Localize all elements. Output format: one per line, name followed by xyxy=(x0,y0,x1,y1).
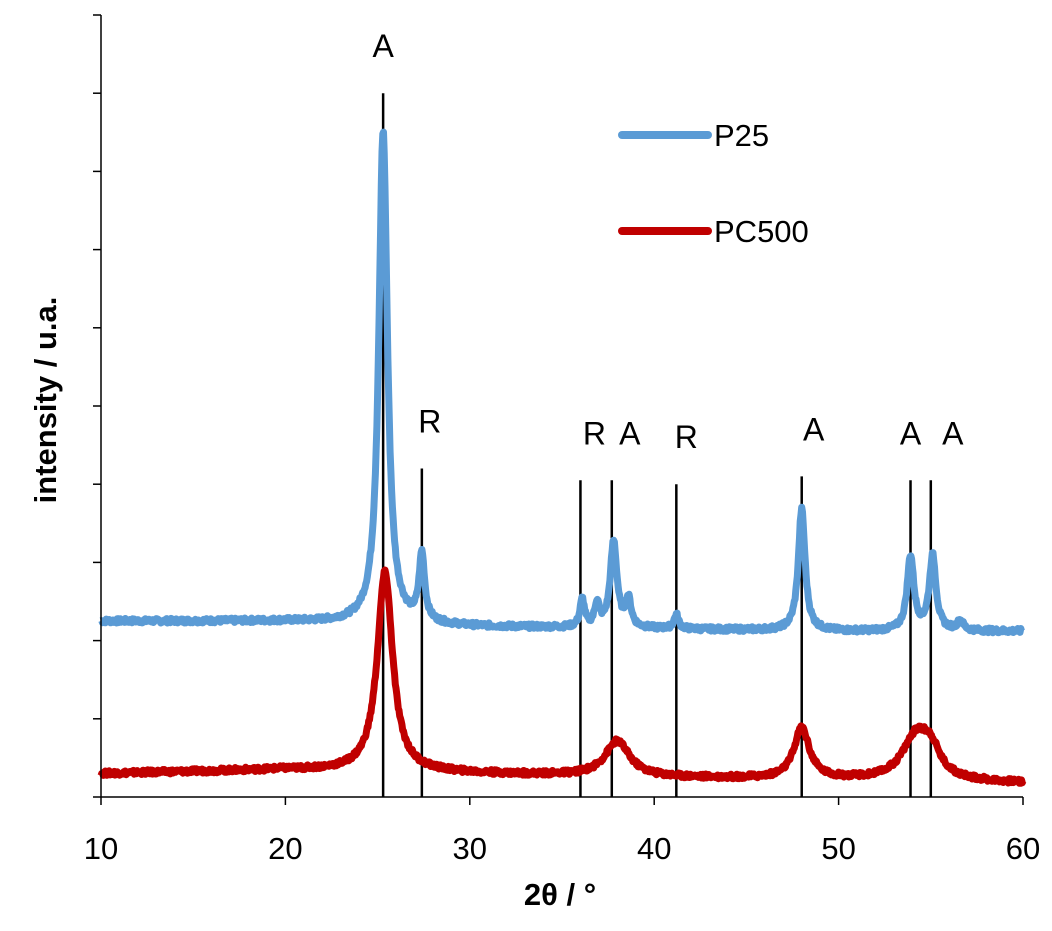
phase-label: R xyxy=(418,404,441,440)
phase-label: A xyxy=(372,28,394,64)
x-tick-label: 10 xyxy=(84,831,118,866)
series-line-pc500 xyxy=(97,566,1027,787)
phase-label: R xyxy=(675,419,698,455)
phase-labels: AR R A R A A A xyxy=(372,28,964,455)
series-line-p25 xyxy=(98,128,1026,637)
phase-label: A xyxy=(803,411,825,447)
x-tick-label: 60 xyxy=(1006,831,1040,866)
x-axis-title: 2θ / ° xyxy=(524,877,596,912)
x-tick-label: 20 xyxy=(268,831,302,866)
legend-label: PC500 xyxy=(714,214,809,249)
legend: P25 PC500 xyxy=(618,118,809,249)
x-tick-label: 50 xyxy=(821,831,855,866)
reference-lines xyxy=(381,93,933,797)
phase-label: R xyxy=(583,415,606,451)
x-tick-label: 30 xyxy=(453,831,487,866)
phase-label: A xyxy=(619,415,641,451)
y-axis-title: intensity / u.a. xyxy=(28,297,63,504)
phase-label: A xyxy=(942,415,964,451)
axes: 10 20 30 40 50 60 xyxy=(84,14,1040,866)
phase-label: A xyxy=(900,415,922,451)
x-tick-label: 40 xyxy=(637,831,671,866)
series-layer xyxy=(97,128,1027,787)
legend-label: P25 xyxy=(714,118,769,153)
